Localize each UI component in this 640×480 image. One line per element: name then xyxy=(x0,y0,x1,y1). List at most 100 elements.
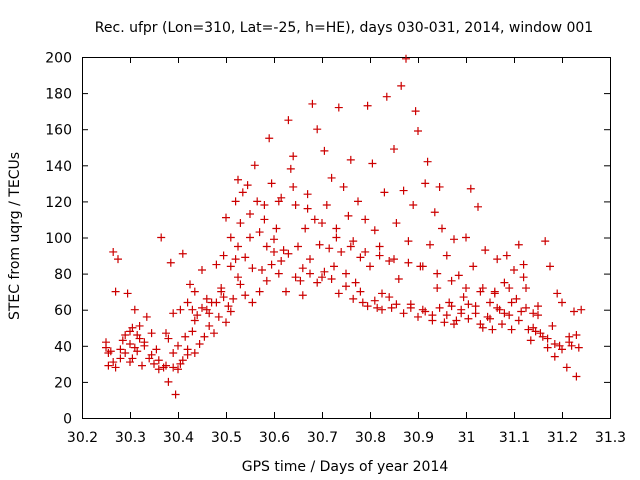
data-point xyxy=(385,256,394,265)
data-point xyxy=(572,372,581,381)
data-point xyxy=(286,164,295,173)
x-tick-label: 31.2 xyxy=(547,430,578,446)
data-point xyxy=(219,251,228,260)
data-point xyxy=(133,347,142,356)
data-point xyxy=(454,271,463,280)
data-point xyxy=(375,251,384,260)
data-point xyxy=(318,273,326,282)
data-point xyxy=(411,107,420,116)
data-point xyxy=(505,311,514,320)
data-point xyxy=(397,81,406,90)
data-point xyxy=(457,305,466,314)
data-point xyxy=(258,265,266,274)
data-point xyxy=(534,311,542,320)
data-point xyxy=(406,303,415,312)
data-point xyxy=(471,302,480,311)
data-point xyxy=(138,361,146,370)
data-point xyxy=(162,329,170,338)
data-point xyxy=(157,233,166,242)
data-point xyxy=(534,302,542,311)
data-point xyxy=(219,293,228,302)
data-point xyxy=(234,273,242,282)
data-point xyxy=(176,305,185,314)
data-point xyxy=(421,307,430,316)
data-point xyxy=(118,336,127,345)
data-point xyxy=(190,316,199,325)
data-point xyxy=(447,302,456,311)
data-point xyxy=(507,325,516,334)
data-point xyxy=(500,309,509,318)
data-point xyxy=(332,233,341,242)
data-point xyxy=(442,251,451,260)
data-point xyxy=(486,298,494,307)
data-point xyxy=(322,201,331,210)
data-point xyxy=(378,305,386,314)
data-point xyxy=(231,255,240,264)
data-point xyxy=(493,303,502,312)
data-point xyxy=(390,255,398,264)
data-point xyxy=(303,190,312,199)
data-point xyxy=(198,265,206,274)
data-point xyxy=(224,302,233,311)
data-point xyxy=(174,341,182,350)
y-tick-label: 200 xyxy=(45,51,72,67)
data-point xyxy=(356,253,365,262)
data-point xyxy=(104,361,113,370)
data-point xyxy=(282,287,290,296)
data-point xyxy=(164,377,173,386)
data-point xyxy=(426,240,434,249)
data-point xyxy=(368,159,377,168)
data-point xyxy=(294,242,302,251)
data-point xyxy=(402,54,410,63)
x-tick-label: 30.3 xyxy=(115,430,146,446)
data-point xyxy=(392,219,401,228)
data-point xyxy=(277,256,286,265)
data-point xyxy=(140,338,149,347)
data-point xyxy=(267,260,276,269)
data-point xyxy=(522,303,530,312)
data-point xyxy=(236,219,245,228)
data-point xyxy=(464,300,473,309)
data-point xyxy=(574,343,583,352)
data-point xyxy=(325,244,334,253)
data-point xyxy=(301,224,310,233)
data-point xyxy=(330,262,338,271)
data-point xyxy=(459,293,468,302)
x-tick-label: 31 xyxy=(458,430,476,446)
data-point xyxy=(260,215,269,224)
data-point xyxy=(164,334,173,343)
data-point xyxy=(274,197,283,206)
y-tick-label: 120 xyxy=(45,195,72,211)
data-point xyxy=(548,321,557,330)
data-point xyxy=(202,294,211,303)
data-point xyxy=(536,329,545,338)
data-point xyxy=(462,233,470,242)
data-point xyxy=(248,264,257,273)
data-point xyxy=(205,309,214,318)
data-point xyxy=(510,265,518,274)
x-tick-label: 30.2 xyxy=(67,430,98,446)
data-point xyxy=(541,237,550,246)
data-point xyxy=(188,327,197,336)
data-point xyxy=(327,275,336,284)
data-point xyxy=(298,264,307,273)
x-tick-label: 31.3 xyxy=(595,430,626,446)
data-point xyxy=(320,146,329,155)
data-point xyxy=(102,338,110,347)
data-point xyxy=(433,284,442,293)
data-point xyxy=(344,211,353,220)
data-point xyxy=(392,300,401,309)
data-point xyxy=(284,249,293,258)
data-point xyxy=(390,145,398,154)
data-point xyxy=(174,365,182,374)
data-point xyxy=(399,309,408,318)
data-point xyxy=(246,210,254,219)
data-point xyxy=(121,349,130,358)
data-point xyxy=(435,182,444,191)
data-point xyxy=(572,330,581,339)
data-point xyxy=(577,305,586,314)
data-point xyxy=(522,284,530,293)
data-point xyxy=(409,201,418,210)
data-point xyxy=(363,302,372,311)
